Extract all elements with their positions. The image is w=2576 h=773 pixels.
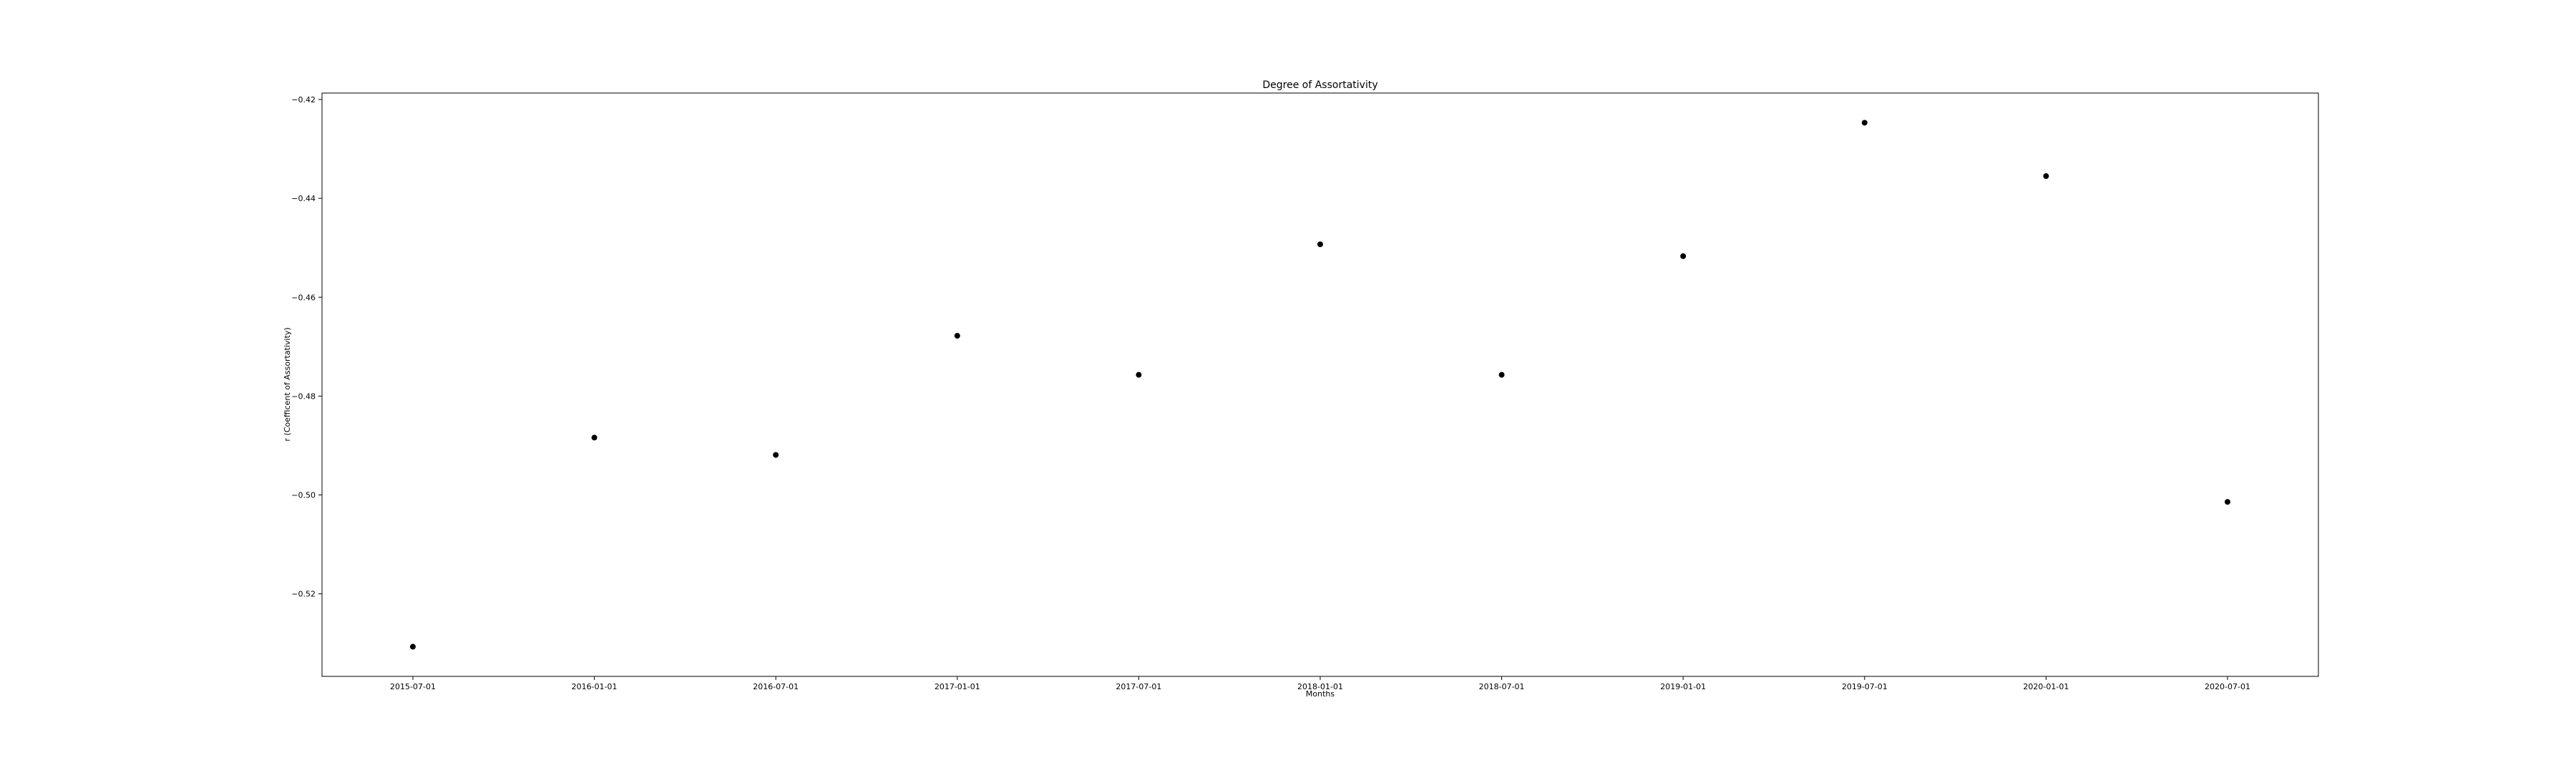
y-axis: −0.52 −0.50 −0.48 −0.46 −0.44 −0.42	[291, 95, 322, 599]
data-point	[591, 434, 597, 441]
y-tick-label: −0.44	[291, 194, 316, 203]
data-point	[1136, 371, 1142, 378]
x-tick-label: 2020-01-01	[2023, 682, 2069, 691]
x-tick-label: 2019-01-01	[1660, 682, 1706, 691]
data-points	[410, 120, 2230, 650]
x-tick-label: 2018-01-01	[1297, 682, 1343, 691]
data-point	[1861, 120, 1868, 126]
x-axis: 2015-07-01 2016-01-01 2016-07-01 2017-01-01…	[390, 676, 2250, 691]
chart-title: Degree of Assortativity	[1262, 79, 1377, 91]
data-point	[2043, 173, 2049, 180]
data-point	[410, 643, 416, 650]
y-tick-label: −0.50	[291, 491, 316, 500]
data-point	[1317, 241, 1323, 248]
x-tick-label: 2016-01-01	[572, 682, 618, 691]
x-tick-label: 2017-01-01	[935, 682, 980, 691]
y-tick-label: −0.52	[291, 590, 316, 599]
data-point	[773, 452, 779, 458]
data-point	[2225, 499, 2230, 505]
data-point	[1680, 253, 1687, 259]
y-tick-label: −0.48	[291, 392, 316, 401]
x-tick-label: 2020-07-01	[2205, 682, 2250, 691]
x-axis-label: Months	[1306, 689, 1335, 699]
y-axis-label: r (Coefficent of Assortativity)	[283, 327, 292, 441]
data-point	[954, 333, 960, 339]
x-tick-label: 2015-07-01	[390, 682, 436, 691]
x-tick-label: 2018-07-01	[1479, 682, 1525, 691]
x-tick-label: 2019-07-01	[1842, 682, 1888, 691]
y-tick-label: −0.42	[291, 95, 316, 104]
y-tick-label: −0.46	[291, 293, 316, 302]
x-tick-label: 2017-07-01	[1116, 682, 1161, 691]
x-tick-label: 2016-07-01	[753, 682, 799, 691]
data-point	[1498, 371, 1505, 378]
